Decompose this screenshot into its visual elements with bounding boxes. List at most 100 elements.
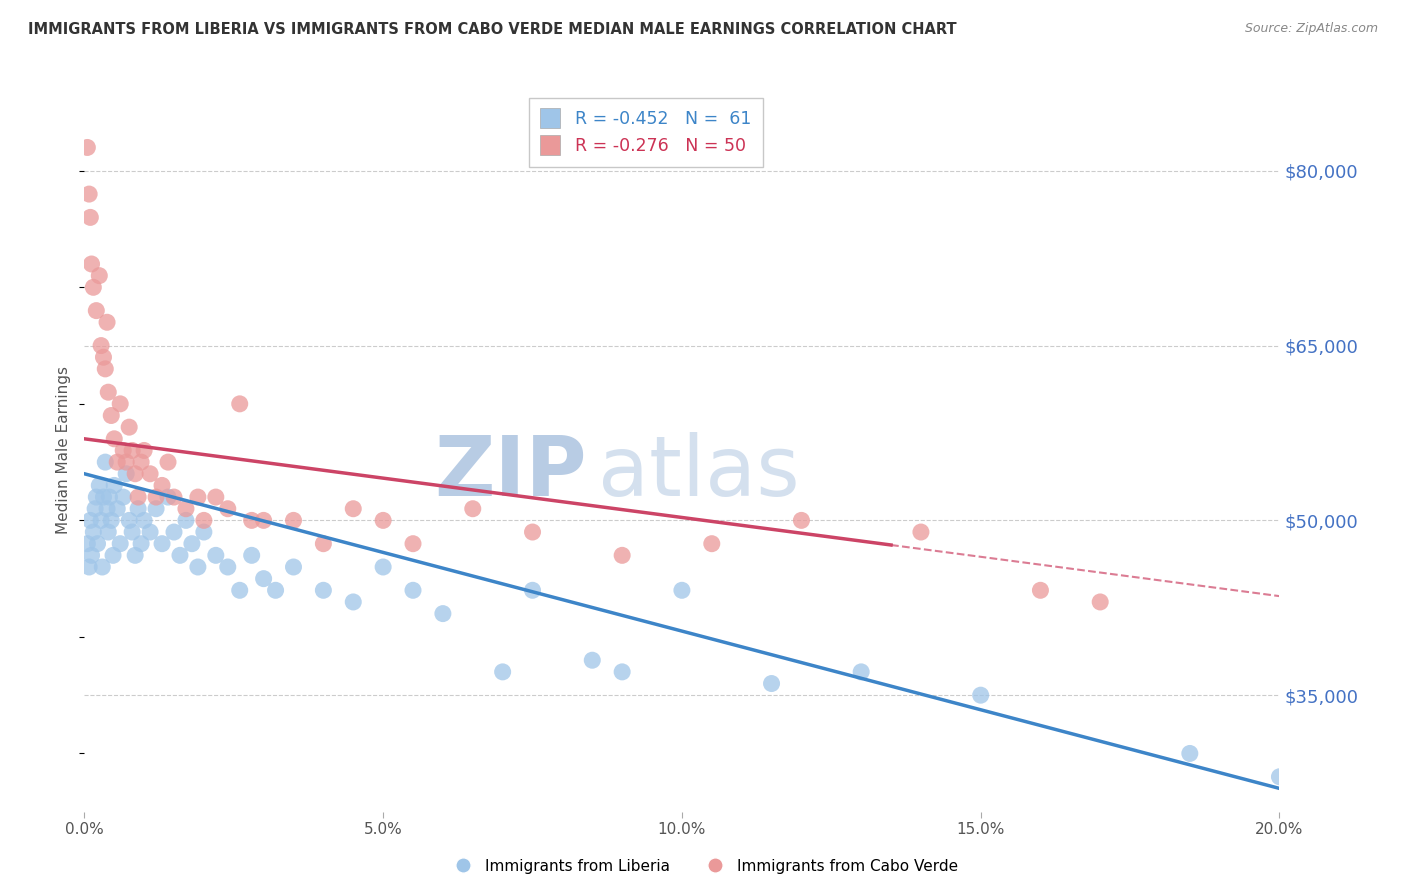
Point bbox=[124, 549, 146, 563]
Point bbox=[612, 549, 634, 563]
Point bbox=[91, 560, 114, 574]
Point bbox=[132, 513, 156, 527]
Point bbox=[402, 583, 425, 598]
Point bbox=[581, 653, 603, 667]
Point bbox=[103, 478, 125, 492]
Point bbox=[492, 665, 515, 679]
Point bbox=[283, 560, 305, 574]
Legend:   R = -0.452   N =  61,   R = -0.276   N = 50: R = -0.452 N = 61, R = -0.276 N = 50 bbox=[529, 98, 763, 167]
Point bbox=[163, 490, 186, 504]
Point bbox=[127, 501, 149, 516]
Point bbox=[96, 501, 118, 516]
Point bbox=[93, 350, 115, 364]
Point bbox=[86, 490, 108, 504]
Point bbox=[97, 385, 120, 400]
Point bbox=[76, 537, 98, 551]
Point bbox=[700, 537, 723, 551]
Text: Source: ZipAtlas.com: Source: ZipAtlas.com bbox=[1244, 22, 1378, 36]
Point bbox=[89, 478, 111, 492]
Text: IMMIGRANTS FROM LIBERIA VS IMMIGRANTS FROM CABO VERDE MEDIAN MALE EARNINGS CORRE: IMMIGRANTS FROM LIBERIA VS IMMIGRANTS FR… bbox=[28, 22, 956, 37]
Point bbox=[127, 490, 149, 504]
Point bbox=[970, 688, 993, 702]
Point bbox=[96, 315, 118, 329]
Point bbox=[80, 549, 103, 563]
Point bbox=[118, 513, 141, 527]
Point bbox=[612, 665, 634, 679]
Point bbox=[790, 513, 813, 527]
Point bbox=[93, 490, 115, 504]
Point bbox=[187, 490, 209, 504]
Point bbox=[121, 524, 143, 539]
Point bbox=[169, 549, 191, 563]
Point bbox=[240, 549, 263, 563]
Point bbox=[193, 524, 215, 539]
Point bbox=[671, 583, 693, 598]
Point bbox=[205, 490, 228, 504]
Point bbox=[98, 490, 121, 504]
Point bbox=[205, 549, 228, 563]
Point bbox=[1090, 595, 1112, 609]
Point bbox=[86, 303, 108, 318]
Point bbox=[283, 513, 305, 527]
Point bbox=[110, 397, 132, 411]
Point bbox=[150, 478, 173, 492]
Point bbox=[145, 490, 167, 504]
Point bbox=[77, 560, 100, 574]
Point bbox=[100, 409, 122, 423]
Point bbox=[342, 501, 364, 516]
Point bbox=[145, 501, 167, 516]
Point bbox=[1029, 583, 1052, 598]
Point bbox=[193, 513, 215, 527]
Point bbox=[312, 583, 335, 598]
Point bbox=[90, 338, 112, 352]
Point bbox=[115, 455, 138, 469]
Point bbox=[112, 490, 135, 504]
Point bbox=[1178, 747, 1201, 761]
Text: atlas: atlas bbox=[599, 432, 800, 513]
Point bbox=[124, 467, 146, 481]
Point bbox=[118, 420, 141, 434]
Point bbox=[139, 467, 162, 481]
Point bbox=[121, 443, 143, 458]
Point bbox=[342, 595, 364, 609]
Point bbox=[101, 549, 124, 563]
Point bbox=[89, 268, 111, 283]
Point bbox=[82, 524, 104, 539]
Point bbox=[312, 537, 335, 551]
Point bbox=[77, 187, 100, 202]
Point bbox=[174, 501, 197, 516]
Point bbox=[97, 524, 120, 539]
Point bbox=[240, 513, 263, 527]
Point bbox=[522, 583, 544, 598]
Point bbox=[373, 560, 395, 574]
Point bbox=[139, 524, 162, 539]
Point bbox=[79, 513, 101, 527]
Point bbox=[264, 583, 287, 598]
Point bbox=[129, 537, 152, 551]
Point bbox=[761, 676, 783, 690]
Point bbox=[522, 524, 544, 539]
Point bbox=[851, 665, 873, 679]
Point bbox=[132, 443, 156, 458]
Point bbox=[432, 607, 454, 621]
Point bbox=[253, 513, 276, 527]
Point bbox=[129, 455, 152, 469]
Text: ZIP: ZIP bbox=[434, 432, 586, 513]
Point bbox=[103, 432, 125, 446]
Point bbox=[94, 455, 117, 469]
Y-axis label: Median Male Earnings: Median Male Earnings bbox=[56, 367, 72, 534]
Point bbox=[100, 513, 122, 527]
Point bbox=[76, 140, 98, 154]
Legend: Immigrants from Liberia, Immigrants from Cabo Verde: Immigrants from Liberia, Immigrants from… bbox=[441, 853, 965, 880]
Point bbox=[217, 501, 239, 516]
Point bbox=[79, 211, 101, 225]
Point bbox=[82, 280, 104, 294]
Point bbox=[181, 537, 204, 551]
Point bbox=[84, 501, 107, 516]
Point bbox=[157, 455, 180, 469]
Point bbox=[229, 397, 252, 411]
Point bbox=[217, 560, 239, 574]
Point bbox=[150, 537, 173, 551]
Point bbox=[105, 501, 128, 516]
Point bbox=[163, 524, 186, 539]
